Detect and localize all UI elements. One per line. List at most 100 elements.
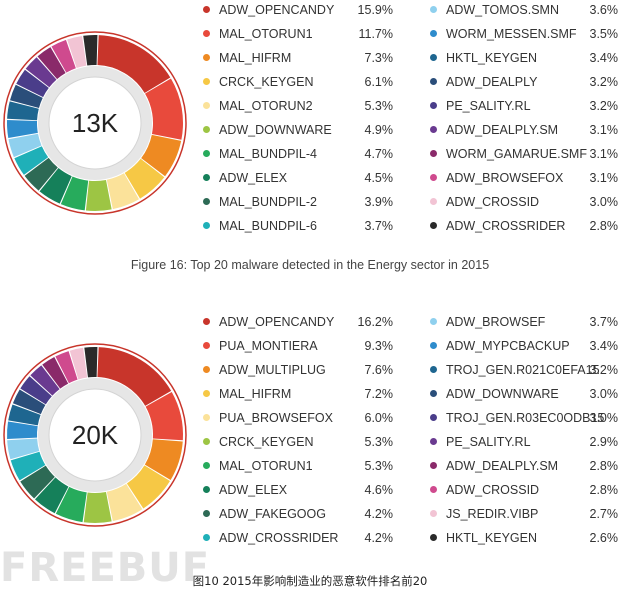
donut-rim <box>3 343 187 527</box>
legend-value: 2.8% <box>589 483 619 497</box>
pie-slice <box>39 168 72 204</box>
legend-swatch <box>430 462 437 469</box>
legend-label: MAL_OTORUN2 <box>219 99 313 113</box>
pie-slice <box>145 78 184 140</box>
legend-swatch <box>430 54 437 61</box>
legend-label: ADW_MYPCBACKUP <box>446 339 570 353</box>
pie-slice <box>145 391 183 441</box>
legend-swatch <box>203 366 210 373</box>
legend-swatch <box>203 342 210 349</box>
legend-label: HKTL_KEYGEN <box>446 531 538 545</box>
legend-item: ADW_DOWNWARE 3.0% <box>430 384 618 404</box>
pie-slice <box>7 101 39 121</box>
legend-item: TROJ_GEN.R03EC0ODB15 3.0% <box>430 408 618 428</box>
legend-label: PUA_MONTIERA <box>219 339 318 353</box>
legend-item: ADW_CROSSID 2.8% <box>430 480 618 500</box>
legend-item: CRCK_KEYGEN 5.3% <box>203 432 393 452</box>
legend-swatch <box>203 414 210 421</box>
legend-item: ADW_DEALPLY.SM 2.8% <box>430 456 618 476</box>
donut-rim <box>3 31 187 215</box>
legend-label: ADW_ELEX <box>219 171 288 185</box>
legend-swatch <box>430 174 437 181</box>
donut-chart-2: 20K <box>0 340 190 530</box>
pie-slice <box>7 119 38 139</box>
donut-hole <box>48 76 142 170</box>
legend-value: 3.5% <box>589 27 619 41</box>
legend-value: 3.1% <box>589 123 619 137</box>
legend-label: WORM_GAMARUE.SMF <box>446 147 587 161</box>
legend-item: ADW_DOWNWARE 4.9% <box>203 120 393 140</box>
legend-item: ADW_MULTIPLUG 7.6% <box>203 360 393 380</box>
legend-value: 2.6% <box>589 531 619 545</box>
chart-caption-1: Figure 16: Top 20 malware detected in th… <box>130 258 490 272</box>
legend-item: ADW_CROSSRIDER 4.2% <box>203 528 393 548</box>
legend-item: ADW_ELEX 4.6% <box>203 480 393 500</box>
legend-value: 4.2% <box>364 531 394 545</box>
legend-label: MAL_OTORUN1 <box>219 459 313 473</box>
legend-label: ADW_OPENCANDY <box>219 315 335 329</box>
legend-swatch <box>430 126 437 133</box>
legend-value: 3.7% <box>589 315 619 329</box>
legend-label: ADW_TOMOS.SMN <box>446 3 559 17</box>
legend-swatch <box>203 198 210 205</box>
legend-item: MAL_HIFRM 7.2% <box>203 384 393 404</box>
pie-slice <box>106 173 139 210</box>
legend-label: ADW_DEALPLY.SM <box>446 123 559 137</box>
pie-slice <box>20 376 52 405</box>
legend-value: 5.3% <box>364 435 394 449</box>
legend-item: PUA_MONTIERA 9.3% <box>203 336 393 356</box>
pie-slice <box>83 491 112 523</box>
legend-swatch <box>203 438 210 445</box>
legend-item: MAL_OTORUN1 5.3% <box>203 456 393 476</box>
legend-swatch <box>203 126 210 133</box>
legend-item: PUA_BROWSEFOX 6.0% <box>203 408 393 428</box>
legend-label: TROJ_GEN.R03EC0ODB15 <box>446 411 605 425</box>
legend-value: 4.6% <box>364 483 394 497</box>
legend-value: 3.1% <box>589 171 619 185</box>
legend-value: 7.2% <box>364 387 394 401</box>
legend-label: PE_SALITY.RL <box>446 99 531 113</box>
legend-value: 5.3% <box>364 99 394 113</box>
legend-label: ADW_MULTIPLUG <box>219 363 326 377</box>
legend-label: PE_SALITY.RL <box>446 435 531 449</box>
pie-slice <box>34 477 69 514</box>
legend-label: PUA_BROWSEFOX <box>219 411 333 425</box>
legend-swatch <box>203 534 210 541</box>
pie-slice <box>37 47 66 80</box>
pie-slice <box>7 421 38 440</box>
legend-swatch <box>203 150 210 157</box>
legend-label: ADW_FAKEGOOG <box>219 507 326 521</box>
legend-item: ADW_OPENCANDY 16.2% <box>203 312 393 332</box>
legend-swatch <box>430 30 437 37</box>
legend-value: 4.2% <box>364 507 394 521</box>
legend-item: MAL_BUNDPIL-2 3.9% <box>203 192 393 212</box>
legend-item: ADW_ELEX 4.5% <box>203 168 393 188</box>
legend-item: MAL_BUNDPIL-4 4.7% <box>203 144 393 164</box>
donut-svg-1: 13K <box>3 31 187 215</box>
legend-label: ADW_DOWNWARE <box>219 123 332 137</box>
legend-swatch <box>203 102 210 109</box>
legend-value: 4.5% <box>364 171 394 185</box>
legend-swatch <box>430 150 437 157</box>
legend-item: TROJ_GEN.R021C0EFA15 3.2% <box>430 360 618 380</box>
legend-item: ADW_FAKEGOOG 4.2% <box>203 504 393 524</box>
legend-label: MAL_OTORUN1 <box>219 27 313 41</box>
legend-swatch <box>430 102 437 109</box>
legend-swatch <box>430 222 437 229</box>
pie-slice <box>85 179 112 211</box>
legend-label: ADW_BROWSEF <box>446 315 546 329</box>
legend-swatch <box>430 390 437 397</box>
legend-label: ADW_BROWSEFOX <box>446 171 564 185</box>
legend-label: ADW_DEALPLY.SM <box>446 459 559 473</box>
pie-slice <box>24 157 58 191</box>
legend-value: 6.0% <box>364 411 394 425</box>
pie-slice <box>25 57 57 88</box>
legend-swatch <box>203 486 210 493</box>
pie-slice <box>106 483 143 522</box>
chart-panel-1: 13K ADW_OPENCANDY 15.9% MAL_OTORUN1 11.7% MA… <box>0 0 620 285</box>
legend-value: 3.2% <box>589 75 619 89</box>
legend-label: MAL_BUNDPIL-6 <box>219 219 317 233</box>
legend-label: ADW_CROSSID <box>446 195 540 209</box>
legend-swatch <box>430 6 437 13</box>
legend-swatch <box>203 54 210 61</box>
